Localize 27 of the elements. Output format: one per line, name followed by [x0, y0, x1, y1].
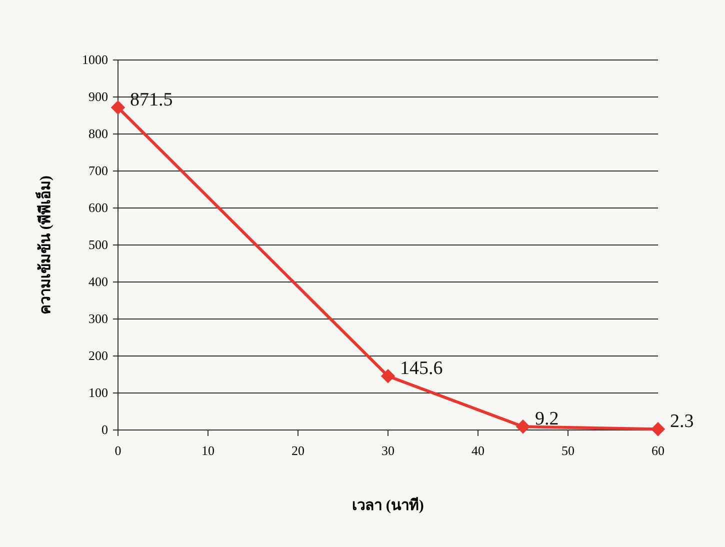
y-tick-label: 600 — [88, 200, 108, 215]
data-label: 2.3 — [670, 411, 694, 432]
x-tick-label: 50 — [562, 443, 574, 458]
y-tick-label: 100 — [88, 385, 108, 400]
x-tick-label: 40 — [472, 443, 484, 458]
y-tick-label: 400 — [88, 274, 108, 289]
data-label: 9.2 — [535, 408, 559, 430]
y-tick-label: 900 — [88, 89, 108, 104]
point — [110, 100, 126, 115]
point — [650, 422, 666, 436]
x-tick-label: 30 — [382, 443, 394, 458]
x-tick-label: 10 — [202, 443, 214, 458]
x-tick-label: 20 — [292, 443, 304, 458]
data-label: 145.6 — [400, 358, 443, 380]
y-tick-label: 1000 — [82, 52, 108, 67]
y-tick-label: 200 — [88, 348, 108, 363]
point — [516, 419, 530, 434]
x-axis-title: เวลา (นาที) — [352, 497, 424, 514]
x-tick-label: 60 — [652, 443, 664, 458]
y-tick-label: 300 — [88, 311, 108, 326]
y-tick-label: 800 — [88, 126, 108, 141]
y-tick-label: 700 — [88, 163, 108, 178]
x-tick-label: 0 — [114, 443, 122, 458]
y-tick-label: 0 — [102, 422, 108, 437]
point — [380, 368, 396, 384]
y-tick-label: 500 — [88, 237, 108, 252]
y-axis-title: ความเข้มข้น (พีพีเอ็ม) — [35, 176, 54, 314]
